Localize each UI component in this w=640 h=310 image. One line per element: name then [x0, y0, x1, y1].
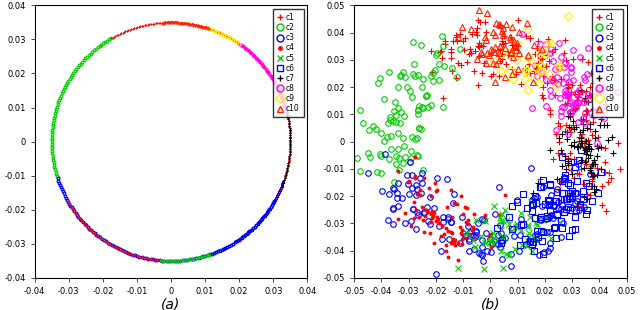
Legend: c1, c2, c3, c4, c5, c6, c7, c8, c9, c10: c1, c2, c3, c4, c5, c6, c7, c8, c9, c10	[592, 9, 623, 117]
Legend: c1, c2, c3, c4, c5, c6, c7, c8, c9, c10: c1, c2, c3, c4, c5, c6, c7, c8, c9, c10	[273, 9, 303, 117]
X-axis label: (a): (a)	[161, 297, 180, 310]
X-axis label: (b): (b)	[481, 297, 500, 310]
